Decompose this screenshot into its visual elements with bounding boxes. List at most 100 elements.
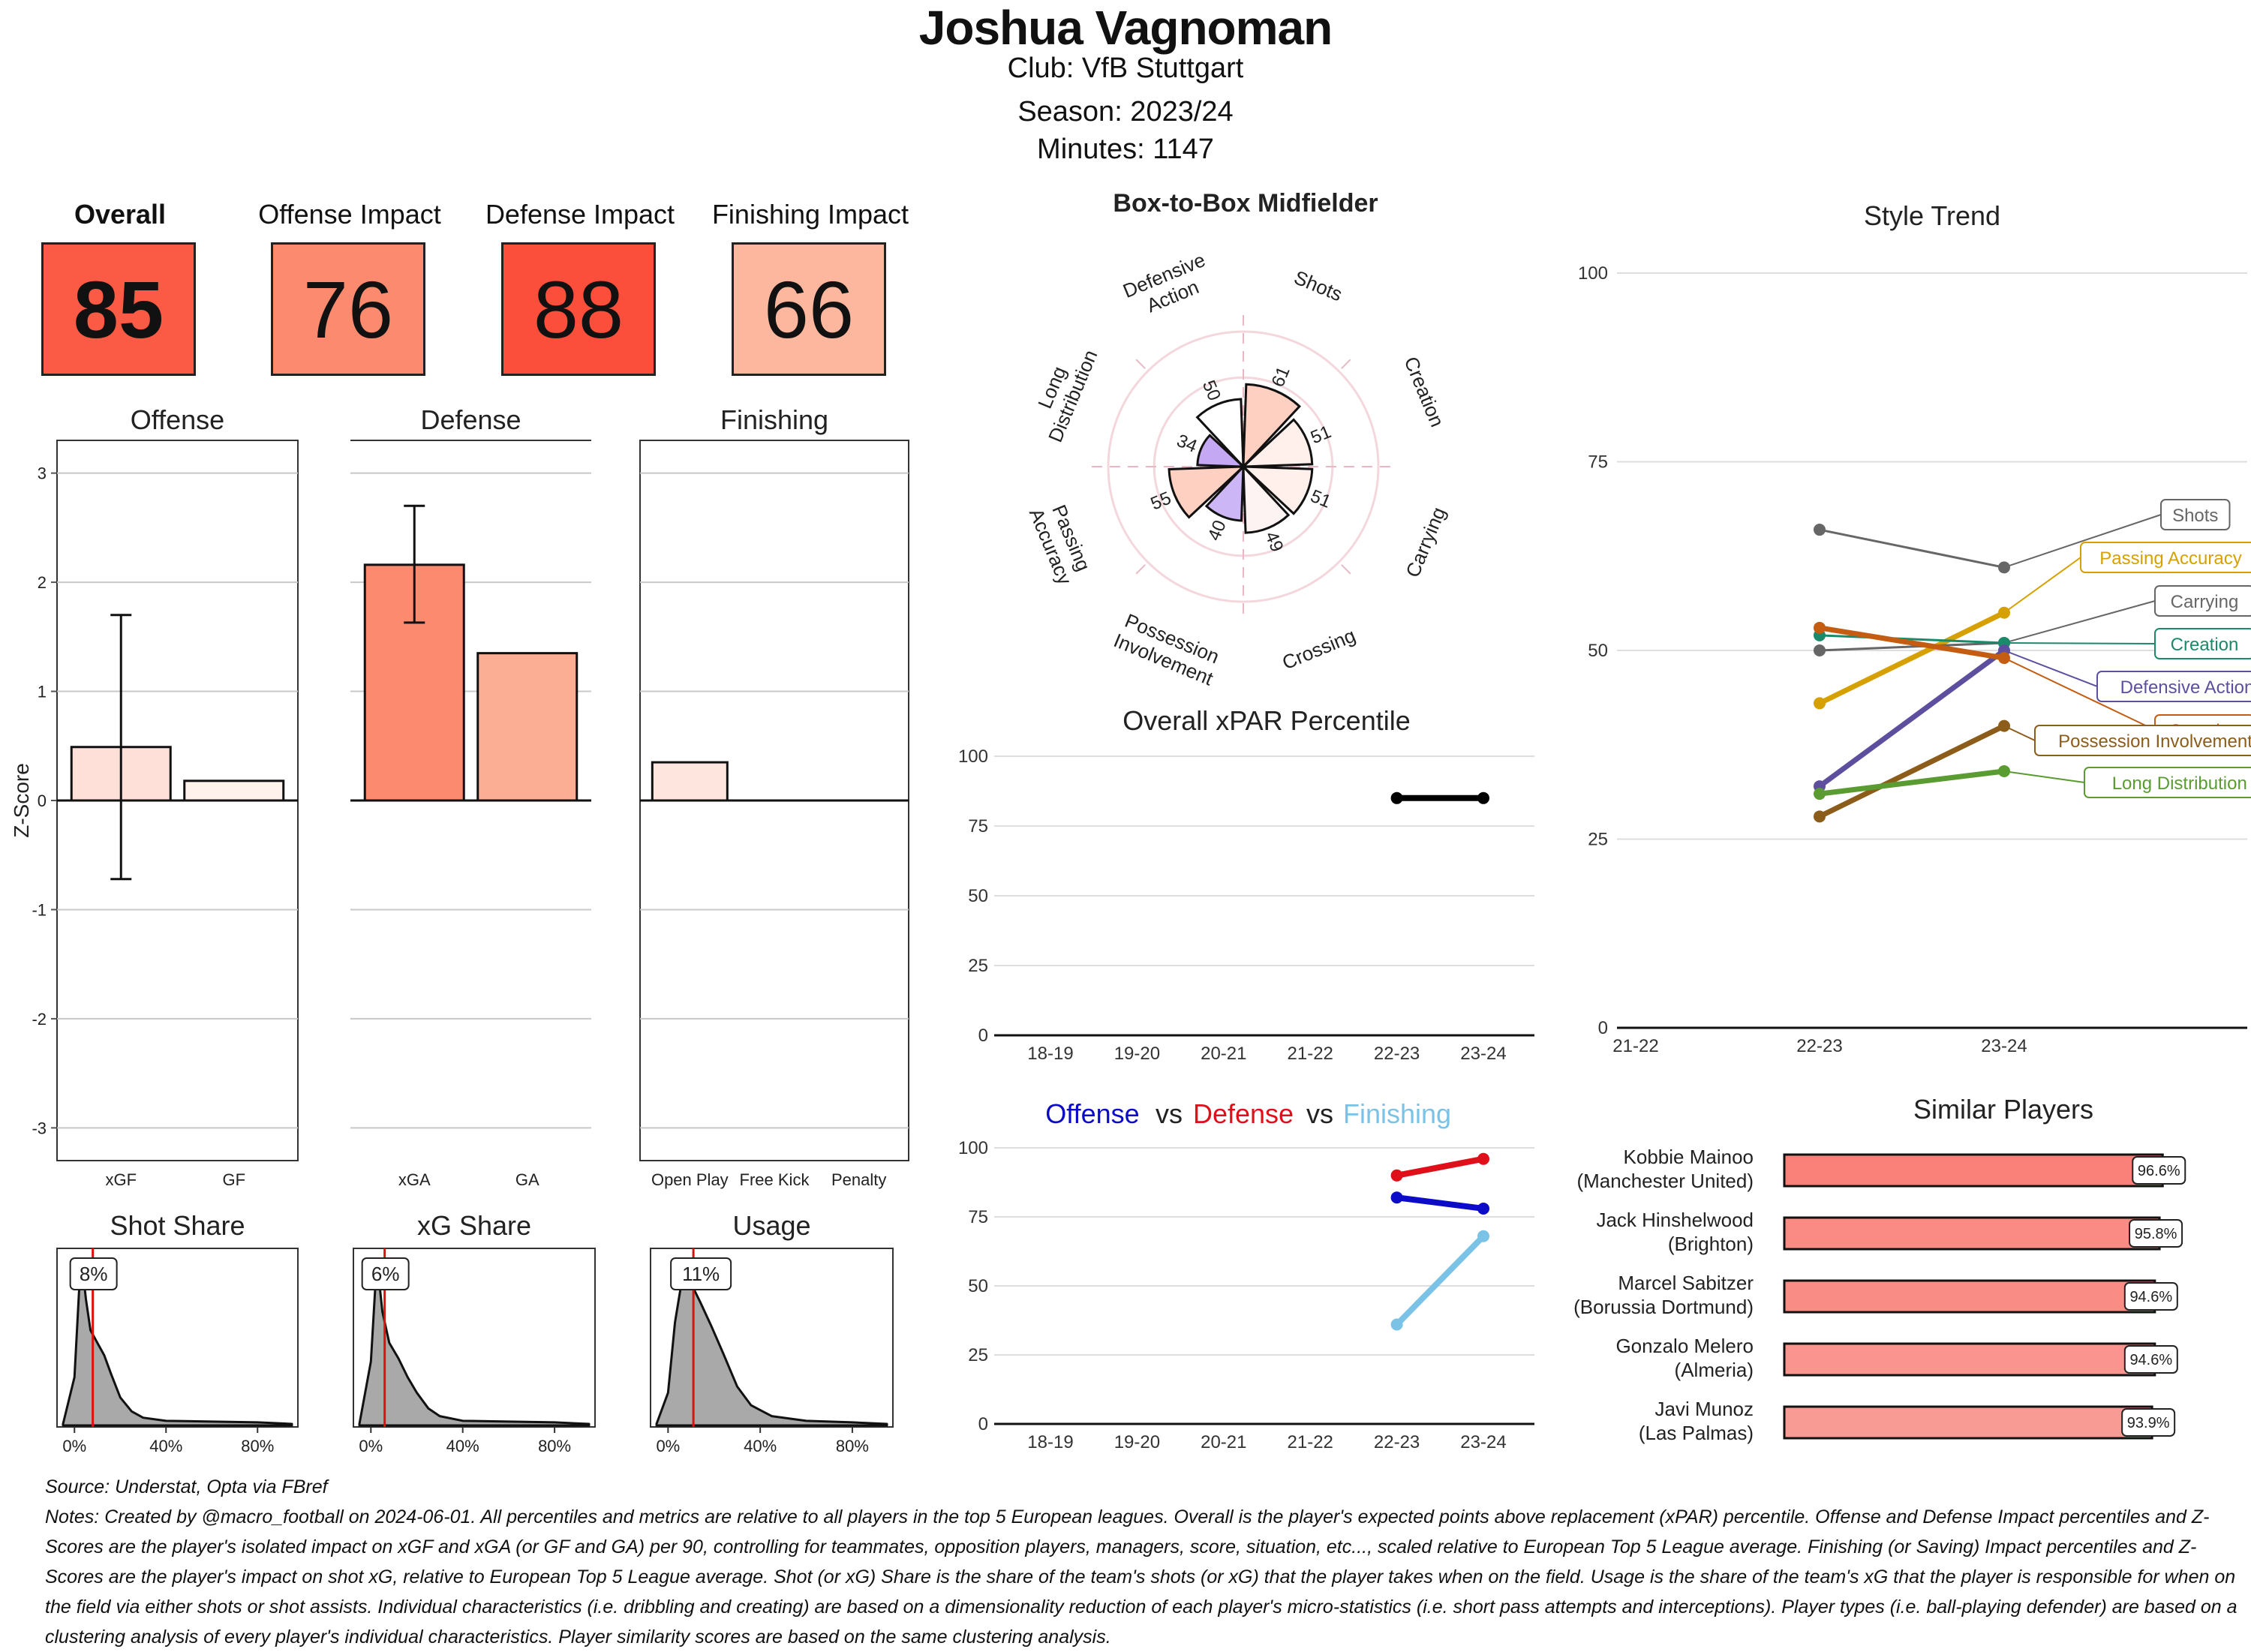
x-tick-label: 40% [149, 1437, 182, 1455]
value-label: 6% [371, 1263, 400, 1285]
y-tick-label: 1 [38, 683, 47, 701]
style-label-text: Carrying [2171, 592, 2239, 612]
x-tick-label: 80% [241, 1437, 274, 1455]
y-tick-label: 50 [968, 1276, 988, 1296]
y-tick-label: 3 [38, 464, 47, 483]
x-tick-label: 23-24 [1460, 1044, 1506, 1064]
value-label-box [69, 1257, 118, 1290]
y-tick-label: 25 [968, 956, 988, 976]
style-point [1814, 524, 1826, 536]
value-label-box [670, 1257, 732, 1290]
style-label-leader [2003, 725, 2036, 741]
ovo-point [1477, 1202, 1489, 1215]
radar-title: Box-to-Box Midfielder [1113, 189, 1378, 218]
ovo-series-line [1393, 1155, 1486, 1179]
style-label-box [2154, 585, 2251, 617]
radar-axis-tick [1341, 564, 1351, 575]
similar-player-club: (Brighton) [1668, 1233, 1754, 1255]
x-tick-label: Free Kick [740, 1170, 810, 1189]
style-label-box [2154, 628, 2251, 659]
similar-value-box [2132, 1156, 2186, 1185]
x-tick-label: 0% [62, 1437, 86, 1455]
radar-value-label: 49 [1261, 529, 1287, 555]
style-trend-title: Style Trend [1864, 200, 2000, 231]
y-tick-label: 50 [1588, 641, 1608, 661]
y-tick-label: 0 [38, 791, 47, 810]
style-series-line [1817, 723, 2007, 819]
footer-notes: Source: Understat, Opta via FBref Notes:… [45, 1472, 2243, 1652]
source-text: Source: Understat, Opta via FBref [45, 1476, 328, 1497]
style-label-text: Passing Accuracy [2099, 548, 2241, 569]
x-tick-label: 21-22 [1288, 1044, 1333, 1064]
x-tick-label: 19-20 [1114, 1432, 1160, 1452]
x-tick-label: 80% [836, 1437, 869, 1455]
panel-title: xG Share [417, 1210, 531, 1241]
xpar-point [1477, 791, 1489, 804]
similar-bar [1783, 1279, 2156, 1314]
player-name: Joshua Vagnoman [918, 1, 1333, 55]
similar-title: Similar Players [1913, 1094, 2093, 1125]
x-tick-label: 18-19 [1027, 1044, 1073, 1064]
radar-value-label: 34 [1174, 431, 1200, 457]
x-tick-label: 0% [359, 1437, 383, 1455]
x-tick-label: 20-21 [1201, 1044, 1246, 1064]
radar-category-label: Shots [1291, 266, 1345, 305]
y-tick-label: 75 [1588, 452, 1608, 473]
style-label-leader [2003, 770, 2085, 783]
y-tick-label: 100 [958, 746, 988, 767]
style-label-text: Possession Involvement [2058, 731, 2251, 752]
style-label-leader [2003, 650, 2098, 687]
style-label-leader [2003, 514, 2162, 569]
similar-value-label: 94.6% [2129, 1352, 2172, 1368]
club-line: Club: VfB Stuttgart [1007, 53, 1244, 84]
ovo-point [1390, 1191, 1403, 1204]
radar-value-label: 40 [1204, 518, 1231, 544]
style-point [1814, 810, 1826, 823]
y-tick-label: 25 [968, 1345, 988, 1365]
y-tick-label: -1 [32, 900, 47, 919]
impact-label: Finishing Impact [711, 199, 909, 230]
x-tick-label: 18-19 [1027, 1432, 1073, 1452]
y-tick-label: 0 [1598, 1018, 1608, 1038]
ovo-point [1390, 1318, 1403, 1331]
value-label: 8% [80, 1263, 108, 1285]
ovo-point [1477, 1152, 1489, 1165]
radar-category-text: Shots [1291, 266, 1345, 305]
x-tick-label: 19-20 [1114, 1044, 1160, 1064]
xpar-point [1390, 791, 1403, 804]
style-label-box [2034, 725, 2251, 756]
xpar-title: Overall xPAR Percentile [1122, 705, 1410, 736]
panel-title: Finishing [720, 404, 828, 435]
radar-value-label: 61 [1268, 364, 1294, 390]
radar-wedge [1195, 398, 1245, 470]
impact-score-box: 88 [501, 242, 656, 376]
radar-grid-ring [1198, 421, 1289, 512]
similar-player-club: (Manchester United) [1576, 1170, 1754, 1192]
minutes-line: Minutes: 1147 [1037, 134, 1214, 165]
ovo-title-part: vs [1156, 1098, 1183, 1129]
style-label-box [2084, 767, 2251, 798]
similar-bar [1783, 1405, 2153, 1440]
style-series-line [1818, 641, 2006, 652]
style-label-text: Long Distribution [2112, 773, 2247, 794]
similar-player-name: Kobbie Mainoo [1624, 1146, 1754, 1168]
x-tick-label: 40% [744, 1437, 777, 1455]
radar-category-label: Crossing [1279, 623, 1359, 674]
style-label-leader [2003, 557, 2081, 614]
style-series-line [1817, 625, 2007, 661]
ovo-title-part: vs [1306, 1098, 1333, 1129]
impact-label: Defense Impact [485, 199, 675, 230]
bar [651, 761, 729, 802]
similar-player-club: (Borussia Dortmund) [1573, 1296, 1754, 1318]
style-point [1814, 697, 1826, 710]
similar-bar [1783, 1342, 2156, 1377]
radar-category-text: Creation [1399, 353, 1448, 430]
panel-title: Shot Share [110, 1210, 245, 1241]
radar-wedge [1204, 464, 1245, 522]
impact-score-box: 85 [41, 242, 196, 376]
season-line: Season: 2023/24 [1017, 96, 1234, 128]
similar-value-label: 96.6% [2138, 1163, 2180, 1179]
